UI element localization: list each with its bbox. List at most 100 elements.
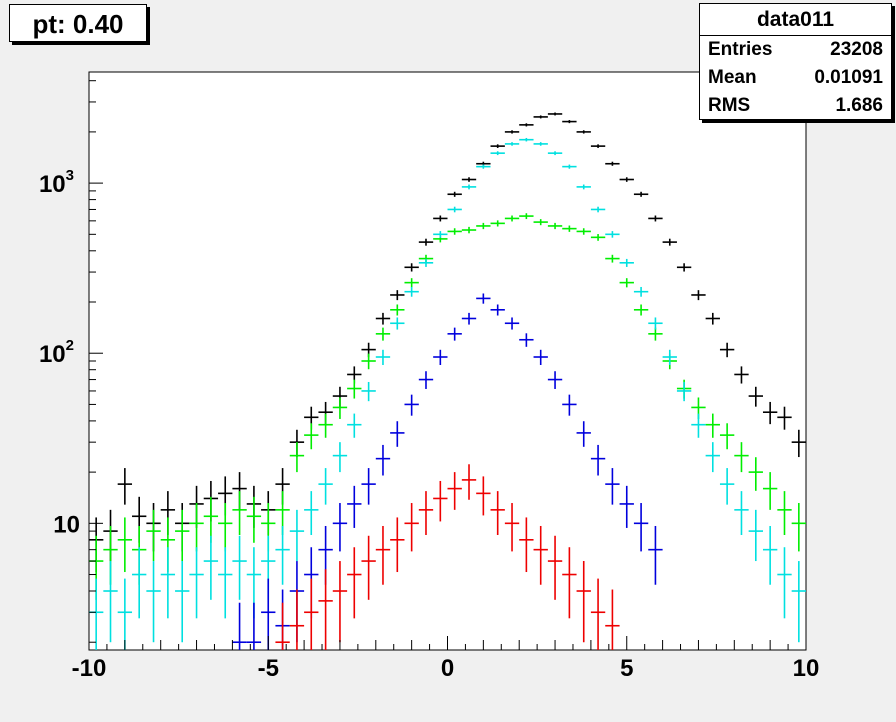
data-point	[633, 304, 649, 316]
data-point	[318, 413, 333, 438]
data-point	[576, 228, 591, 235]
data-point	[275, 602, 290, 650]
data-point	[390, 304, 405, 316]
data-point	[404, 503, 419, 552]
data-point	[175, 509, 190, 562]
data-point	[418, 238, 434, 246]
data-point	[447, 472, 462, 510]
data-point	[232, 491, 247, 536]
y-tick-label: 102	[39, 337, 74, 368]
data-point	[146, 561, 161, 643]
data-point	[289, 509, 305, 562]
data-point	[533, 142, 548, 146]
data-point	[648, 215, 663, 222]
data-point	[619, 278, 634, 288]
data-point	[461, 312, 477, 325]
data-point	[590, 444, 606, 476]
data-point	[547, 371, 563, 389]
data-point	[476, 222, 491, 230]
stats-row-rms: RMS 1.686	[708, 92, 883, 120]
axes: -10 -5 0 5 10 10 102 103	[39, 80, 819, 682]
data-point	[160, 547, 176, 619]
stats-row-entries: Entries 23208	[708, 36, 883, 64]
title-box: pt: 0.40	[9, 4, 147, 42]
data-point	[605, 231, 620, 238]
data-point	[691, 290, 706, 301]
data-point	[719, 468, 735, 505]
data-point	[619, 485, 634, 528]
data-point	[605, 254, 620, 263]
data-point	[361, 535, 376, 600]
data-point	[318, 569, 333, 650]
data-point	[375, 312, 391, 325]
x-tick-label: -5	[258, 655, 279, 682]
stats-row-mean: Mean 0.01091	[708, 64, 883, 92]
data-point	[289, 442, 305, 473]
data-point	[232, 602, 247, 650]
data-point	[504, 503, 520, 552]
data-point	[590, 234, 606, 241]
plot-frame	[88, 71, 807, 651]
data-point	[691, 413, 706, 438]
data-point	[146, 509, 161, 562]
data-point	[332, 442, 348, 473]
data-point	[719, 423, 735, 450]
data-point	[347, 379, 362, 399]
data-point	[734, 491, 749, 536]
data-point	[418, 491, 434, 536]
data-point	[533, 525, 548, 585]
data-point	[791, 429, 806, 458]
data-point	[332, 561, 348, 643]
data-point	[375, 349, 391, 366]
stats-label: RMS	[708, 95, 751, 116]
data-point	[375, 327, 391, 341]
data-point	[189, 547, 204, 619]
data-point	[791, 503, 806, 552]
data-point	[461, 177, 477, 182]
data-point	[404, 394, 419, 416]
data-point	[619, 177, 634, 182]
data-point	[519, 333, 534, 347]
data-point	[662, 238, 677, 246]
data-point	[218, 503, 233, 552]
data-point	[318, 468, 333, 505]
data-point	[490, 491, 505, 536]
data-point	[117, 468, 133, 505]
data-point	[748, 509, 763, 562]
data-point	[476, 476, 491, 516]
data-point	[533, 349, 548, 366]
data-point	[390, 421, 405, 447]
data-point	[562, 394, 577, 416]
data-point	[547, 222, 563, 230]
data-point	[203, 535, 219, 600]
data-point	[275, 525, 290, 585]
data-point	[762, 472, 778, 510]
data-point	[232, 535, 247, 600]
data-point	[576, 421, 591, 447]
data-point	[547, 535, 563, 600]
data-point	[103, 561, 118, 643]
data-point	[519, 213, 534, 220]
stats-value: 23208	[830, 39, 883, 60]
y-tick-label: 103	[39, 167, 74, 198]
data-point	[547, 112, 563, 116]
data-point	[562, 164, 577, 169]
data-point	[347, 413, 362, 438]
data-point	[519, 517, 534, 573]
data-point	[748, 457, 763, 491]
data-point	[705, 442, 720, 473]
stats-label: Entries	[708, 39, 773, 60]
data-point	[748, 386, 763, 407]
stats-box: data011 Entries 23208 Mean 0.01091 RMS 1…	[699, 3, 892, 120]
data-point	[304, 491, 319, 536]
data-point	[218, 547, 233, 619]
data-point	[361, 381, 376, 402]
data-point	[304, 578, 319, 650]
data-point	[504, 142, 520, 146]
data-point	[175, 561, 190, 643]
data-point	[117, 578, 133, 650]
data-point	[791, 561, 806, 643]
data-point	[246, 602, 262, 650]
data-point	[605, 589, 620, 650]
